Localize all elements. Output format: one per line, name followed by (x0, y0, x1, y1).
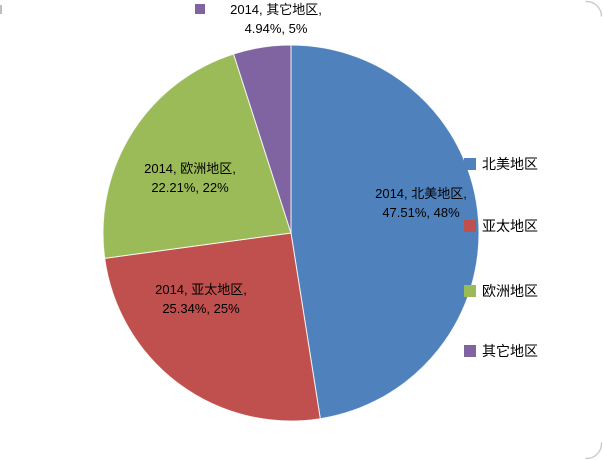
legend-swatch-icon (464, 220, 476, 232)
legend-swatch-icon (464, 285, 476, 297)
data-label-line1: 2014, 亚太地区, (155, 282, 247, 297)
legend-label: 欧洲地区 (482, 283, 538, 299)
legend-item-other-region[interactable]: 其它地区 (464, 342, 538, 360)
pie-slice-1[interactable] (104, 232, 321, 422)
legend-item-europe[interactable]: 欧洲地区 (464, 282, 538, 300)
legend-item-asia-pacific[interactable]: 亚太地区 (464, 217, 538, 235)
legend-swatch-icon (464, 345, 476, 357)
data-label-line1: 2014, 其它地区, (230, 2, 322, 17)
data-label-asia-pacific[interactable]: 2014, 亚太地区, 25.34%, 25% (121, 280, 281, 318)
legend-swatch-icon (464, 158, 476, 170)
data-label-north-america[interactable]: 2014, 北美地区, 47.51%, 48% (341, 184, 501, 222)
pie-slice-2[interactable] (102, 53, 292, 259)
data-label-other-region[interactable]: 2014, 其它地区, 4.94%, 5% (195, 0, 342, 38)
legend-item-north-america[interactable]: 北美地区 (464, 155, 538, 173)
legend-label: 亚太地区 (482, 218, 538, 234)
data-label-europe[interactable]: 2014, 欧洲地区, 22.21%, 22% (110, 159, 270, 197)
pie-slice-0[interactable] (290, 44, 480, 420)
data-label-line1: 2014, 欧洲地区, (144, 161, 236, 176)
data-label-line1: 2014, 北美地区, (375, 186, 467, 201)
legend-key-icon (195, 4, 205, 14)
data-label-line2: 4.94%, 5% (244, 21, 308, 36)
pie-slice-3[interactable] (232, 44, 292, 234)
data-label-line2: 25.34%, 25% (162, 301, 240, 316)
left-edge-artifact (0, 5, 2, 14)
legend-label: 北美地区 (482, 156, 538, 172)
data-label-line2: 22.21%, 22% (151, 180, 229, 195)
data-label-line2: 47.51%, 48% (382, 205, 460, 220)
legend-label: 其它地区 (482, 343, 538, 359)
